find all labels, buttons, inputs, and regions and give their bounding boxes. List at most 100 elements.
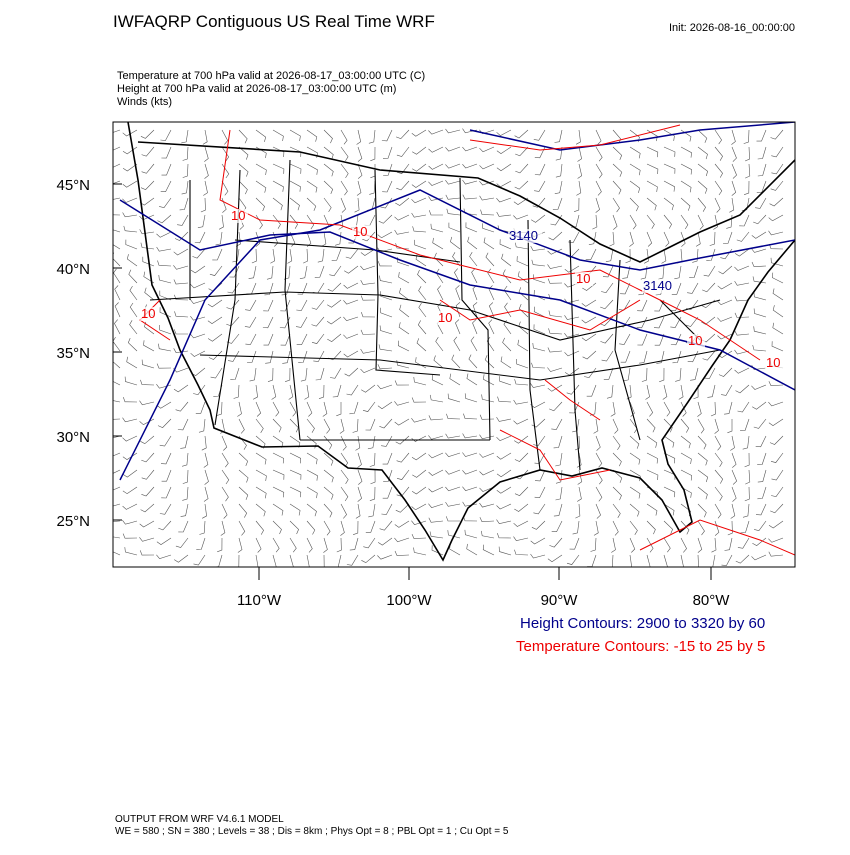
wind-barb [697, 163, 708, 177]
wind-barb [340, 520, 345, 536]
wind-barb [329, 265, 342, 277]
wind-barb [306, 129, 318, 142]
wind-barb [343, 316, 359, 322]
wind-barb [428, 469, 444, 476]
lat-label: 40°N [56, 261, 90, 278]
contour-label: 10 [141, 306, 155, 321]
wind-barb [432, 237, 444, 250]
wind-barb [753, 418, 767, 429]
wind-barb [646, 180, 658, 192]
wind-barb [113, 355, 121, 369]
wind-barb [502, 269, 512, 284]
wind-barb [499, 239, 512, 250]
wind-barb [581, 333, 597, 342]
wind-barb [674, 265, 682, 280]
wind-barb [346, 554, 359, 566]
wind-barb [357, 486, 362, 502]
wind-barb [768, 418, 784, 426]
wind-barb [479, 146, 495, 153]
wind-barb [174, 231, 189, 241]
wind-barb [212, 248, 223, 261]
wind-barb [377, 554, 393, 560]
wind-barb [428, 503, 444, 508]
wind-barb [113, 486, 121, 491]
wind-barb [190, 350, 206, 357]
wind-barb [533, 503, 546, 515]
wind-barb [547, 278, 563, 284]
wind-barb [629, 452, 641, 465]
wind-barb [180, 435, 189, 449]
wind-barb [238, 146, 249, 160]
title: IWFAQRP Contiguous US Real Time WRF [113, 12, 435, 31]
wind-barb [336, 537, 342, 553]
wind-barb [689, 265, 699, 278]
wind-barb [697, 503, 707, 518]
wind-barb [577, 486, 582, 502]
wind-barb [249, 367, 257, 382]
wind-barb [575, 503, 581, 519]
wind-barb [599, 316, 614, 326]
wind-barb [602, 265, 614, 278]
wind-barb [496, 503, 512, 510]
wind-barb [588, 231, 597, 245]
wind-barb [612, 180, 622, 195]
wind-barb [629, 163, 641, 176]
wind-barb [272, 180, 284, 192]
wind-barb [340, 503, 347, 519]
wind-barb [113, 452, 121, 457]
wind-barb [323, 197, 332, 212]
lon-label: 110°W [237, 592, 282, 609]
wind-barb [514, 452, 529, 462]
wind-barb [140, 180, 155, 190]
wind-barb [255, 163, 267, 176]
wind-barb [697, 146, 708, 160]
wind-barb [771, 163, 784, 175]
wind-barb [161, 146, 172, 159]
wind-barb [463, 208, 478, 216]
wind-barb [296, 333, 308, 346]
wind-barb [113, 503, 121, 507]
wind-barb [122, 486, 138, 495]
wind-barb [771, 272, 784, 284]
wind-barb [554, 129, 563, 143]
wind-barb [547, 384, 563, 392]
wind-barb [629, 146, 641, 159]
wind-barb [238, 469, 249, 483]
wind-barb [382, 146, 393, 159]
wind-barb [160, 180, 172, 193]
wind-barb [255, 452, 267, 465]
wind-barb [697, 554, 699, 567]
wind-barb [396, 469, 410, 480]
wind-barb [595, 180, 602, 196]
wind-barb [714, 418, 719, 434]
wind-barb [547, 554, 563, 563]
wind-barb [221, 180, 229, 196]
wind-barb [428, 486, 444, 493]
wind-barb [179, 197, 189, 211]
wind-barb [564, 315, 580, 320]
wind-barb [306, 214, 315, 230]
wind-barb [113, 180, 121, 184]
wind-barb [680, 452, 692, 465]
wind-barb [416, 338, 427, 352]
wind-barb [513, 520, 529, 527]
wind-barb [547, 264, 563, 269]
wind-barb [734, 312, 750, 318]
wind-barb [731, 163, 737, 179]
wind-barb [534, 180, 546, 192]
wind-barb [382, 180, 393, 193]
wind-barb [221, 146, 230, 162]
wind-barb [288, 384, 294, 400]
wind-barb [122, 417, 138, 423]
wind-barb [340, 129, 348, 145]
wind-barb [237, 537, 243, 553]
wind-barb [646, 163, 659, 175]
wind-barb [158, 343, 172, 352]
wind-barb [363, 537, 376, 549]
wind-barb [610, 401, 616, 417]
wind-barb [411, 486, 427, 495]
wind-barb [697, 452, 708, 466]
wind-barb [586, 384, 597, 397]
wind-barb [752, 401, 767, 410]
wind-barb [397, 340, 410, 352]
